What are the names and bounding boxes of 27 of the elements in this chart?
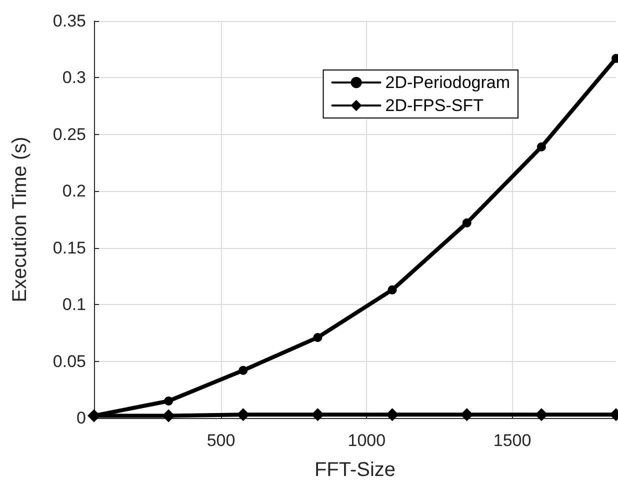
x-tick-label: 1000 — [348, 431, 386, 450]
legend-label: 2D-FPS-SFT — [385, 96, 484, 115]
y-tick-label: 0.05 — [52, 352, 86, 371]
y-tick-label: 0 — [76, 408, 86, 428]
point — [164, 396, 174, 406]
y-tick-label: 0.25 — [52, 124, 86, 144]
point — [534, 408, 548, 422]
point — [460, 408, 474, 422]
y-tick-label: 0.2 — [62, 182, 86, 201]
y-axis-title: Execution Time (s) — [9, 136, 31, 302]
y-tick-label: 0.1 — [62, 295, 86, 314]
point — [313, 332, 322, 342]
point — [462, 218, 472, 228]
point — [388, 285, 397, 294]
point — [386, 408, 399, 422]
point — [238, 366, 248, 375]
y-tick-label: 0.35 — [52, 12, 86, 30]
y-tick-label: 0.3 — [62, 68, 86, 88]
legend-label: 2D-Periodogram — [385, 73, 510, 92]
point — [162, 409, 176, 422]
x-tick-label: 500 — [206, 431, 236, 450]
point — [311, 408, 324, 422]
point — [536, 142, 546, 152]
x-axis-title: FFT-Size — [314, 459, 396, 481]
x-tick-label: 1500 — [493, 431, 532, 450]
point — [236, 408, 250, 422]
y-tick-label: 0.15 — [52, 238, 86, 258]
